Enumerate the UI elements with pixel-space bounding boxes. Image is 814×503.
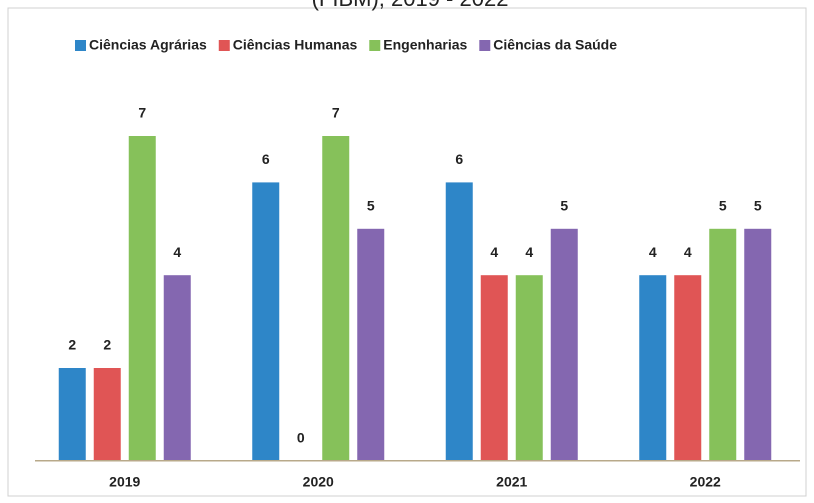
data-label: 5 bbox=[754, 198, 762, 214]
data-label: 5 bbox=[367, 198, 375, 214]
legend-swatch bbox=[218, 40, 230, 51]
bar bbox=[480, 275, 508, 461]
data-label: 6 bbox=[455, 151, 463, 167]
data-label: 2 bbox=[68, 337, 76, 353]
bar bbox=[639, 275, 667, 461]
bar bbox=[515, 275, 543, 461]
data-label: 4 bbox=[649, 244, 657, 260]
legend-swatch bbox=[75, 40, 86, 51]
data-label: 4 bbox=[173, 244, 181, 260]
bar bbox=[252, 182, 280, 461]
legend-swatch bbox=[369, 40, 381, 51]
data-label: 6 bbox=[262, 151, 270, 167]
bar bbox=[744, 228, 772, 461]
legend-label: Ciências Humanas bbox=[233, 37, 358, 53]
data-label: 2 bbox=[103, 337, 111, 353]
data-label: 7 bbox=[332, 105, 340, 121]
legend-label: Ciências Agrárias bbox=[89, 37, 207, 53]
data-label: 0 bbox=[297, 430, 305, 446]
data-label: 5 bbox=[719, 198, 727, 214]
data-label: 5 bbox=[560, 198, 568, 214]
bar bbox=[445, 182, 473, 461]
x-tick-label: 2020 bbox=[303, 474, 334, 490]
x-tick-label: 2019 bbox=[109, 474, 140, 490]
chart-title: (FIBM), 2019 - 2022 bbox=[312, 0, 509, 11]
bar bbox=[58, 368, 86, 461]
data-label: 4 bbox=[525, 244, 533, 260]
legend-label: Engenharias bbox=[383, 37, 467, 53]
legend-label: Ciências da Saúde bbox=[493, 37, 617, 53]
bar bbox=[357, 228, 385, 461]
data-label: 4 bbox=[490, 244, 498, 260]
bar bbox=[709, 228, 737, 461]
bar bbox=[93, 368, 121, 461]
x-tick-label: 2021 bbox=[496, 474, 527, 490]
bar bbox=[322, 136, 350, 461]
bar bbox=[163, 275, 191, 461]
bar bbox=[550, 228, 578, 461]
data-label: 7 bbox=[138, 105, 146, 121]
data-label: 4 bbox=[684, 244, 692, 260]
bar bbox=[128, 136, 156, 461]
legend-swatch bbox=[479, 40, 491, 51]
bar bbox=[674, 275, 702, 461]
x-tick-label: 2022 bbox=[690, 474, 721, 490]
